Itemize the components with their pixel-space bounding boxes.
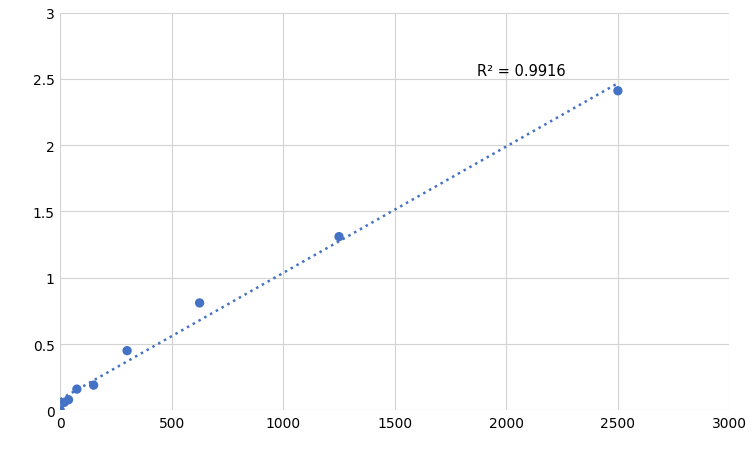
Point xyxy=(71,386,83,393)
Point xyxy=(193,299,205,307)
Point xyxy=(54,406,66,414)
Point xyxy=(62,396,74,404)
Point xyxy=(59,399,71,406)
Point xyxy=(612,88,624,95)
Point xyxy=(87,382,99,389)
Point xyxy=(121,347,133,354)
Text: R² = 0.9916: R² = 0.9916 xyxy=(478,64,566,79)
Point xyxy=(333,234,345,241)
